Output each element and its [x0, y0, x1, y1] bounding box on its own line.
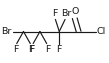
Text: Cl: Cl [97, 27, 106, 36]
Text: F: F [29, 45, 34, 54]
Text: Br: Br [61, 9, 71, 18]
Text: F: F [30, 45, 35, 54]
Text: O: O [71, 7, 78, 16]
Text: F: F [52, 9, 57, 18]
Text: F: F [45, 45, 50, 54]
Text: F: F [57, 45, 62, 54]
Text: F: F [13, 45, 18, 54]
Text: Br: Br [2, 27, 12, 36]
